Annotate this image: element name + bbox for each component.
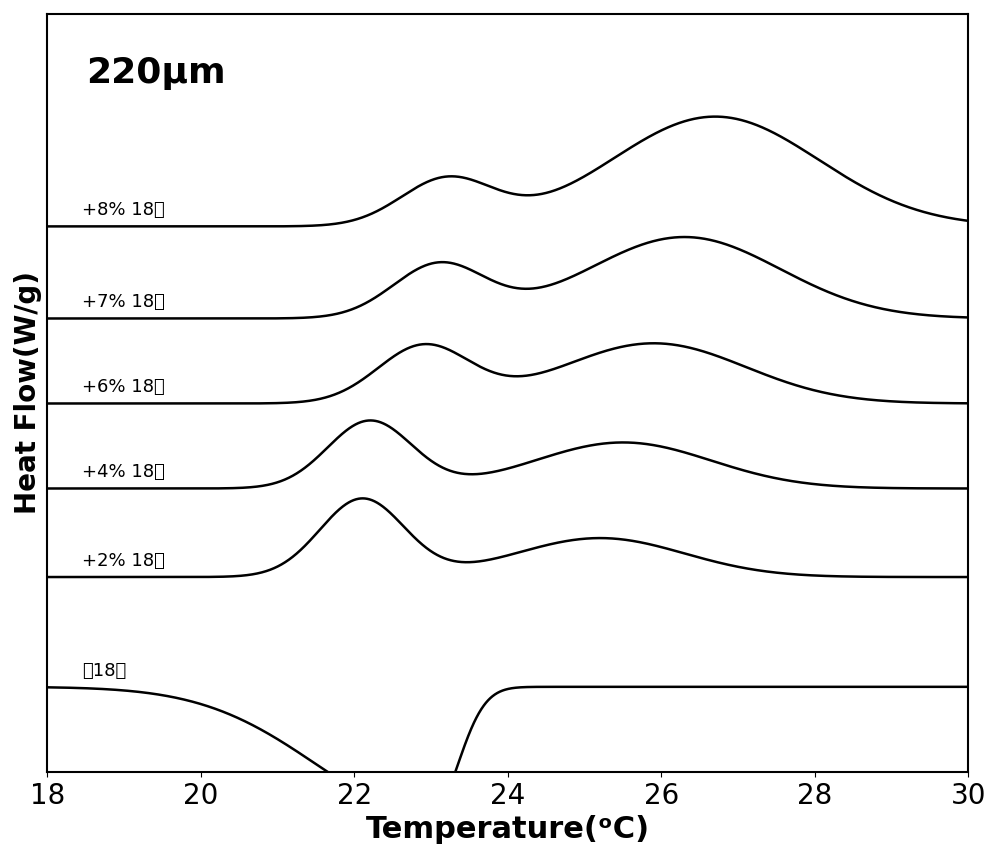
Y-axis label: Heat Flow(W/g): Heat Flow(W/g)	[14, 271, 42, 514]
Text: +8% 18醉: +8% 18醉	[82, 202, 165, 220]
Text: +6% 18醉: +6% 18醉	[82, 378, 165, 396]
Text: +2% 18醉: +2% 18醉	[82, 552, 165, 570]
X-axis label: Temperature(ᵒC): Temperature(ᵒC)	[366, 815, 650, 844]
Text: 绌18烷: 绌18烷	[82, 662, 126, 680]
Text: +7% 18醉: +7% 18醉	[82, 293, 165, 311]
Text: +4% 18醉: +4% 18醉	[82, 463, 165, 481]
Text: 220μm: 220μm	[86, 57, 225, 90]
